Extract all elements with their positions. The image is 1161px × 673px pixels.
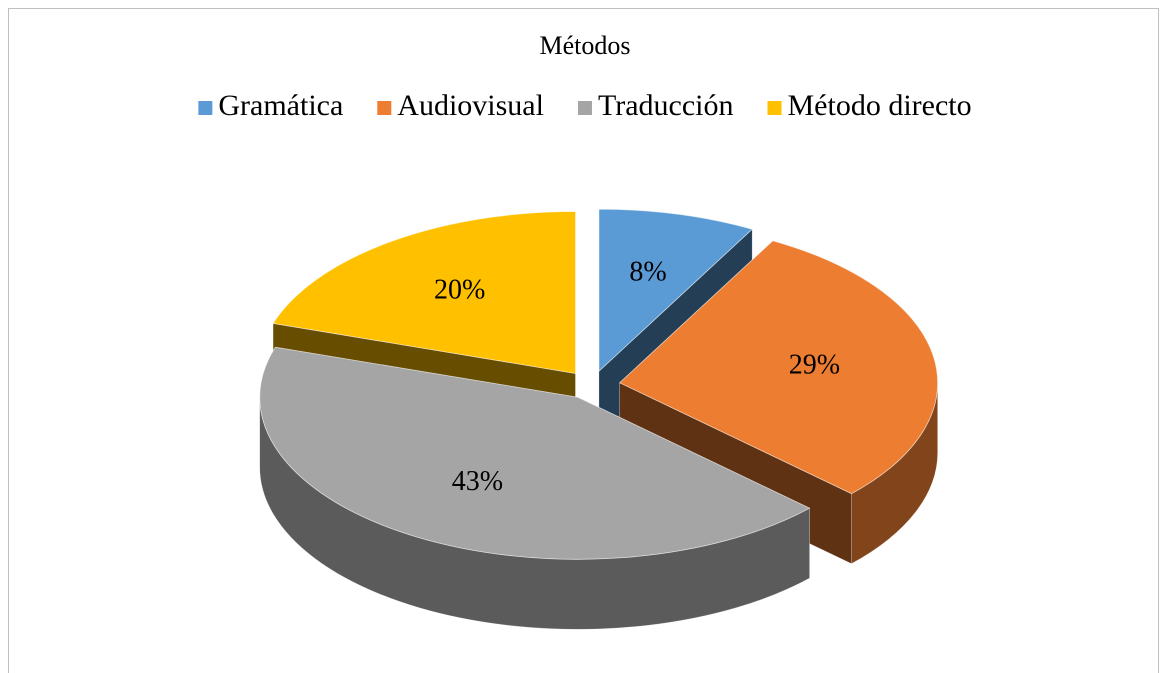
legend-item: Audiovisual [377, 89, 544, 122]
legend-item: Gramática [198, 89, 343, 122]
data-label: 20% [434, 275, 485, 306]
legend-swatch [198, 101, 213, 115]
chart-title: Métodos [540, 31, 631, 60]
slice [259, 346, 811, 560]
data-label: 8% [629, 256, 666, 287]
legend-label: Método directo [788, 89, 972, 122]
slice [618, 240, 939, 495]
legend-label: Gramática [218, 89, 343, 122]
legend: Gramática Audiovisual Traducción Método dir… [198, 89, 972, 122]
slice [598, 208, 753, 373]
slice [272, 211, 576, 374]
data-label: 29% [789, 349, 840, 380]
legend-label: Traducción [598, 89, 734, 122]
legend-item: Traducción [577, 89, 734, 122]
legend-swatch [377, 101, 392, 115]
legend-swatch [767, 101, 782, 115]
data-labels: 8% 29% 43% 20% [434, 256, 840, 497]
pie [259, 208, 939, 630]
data-label: 43% [452, 466, 503, 497]
legend-label: Audiovisual [397, 89, 544, 122]
legend-swatch [577, 101, 592, 115]
legend-item: Método directo [767, 89, 972, 122]
